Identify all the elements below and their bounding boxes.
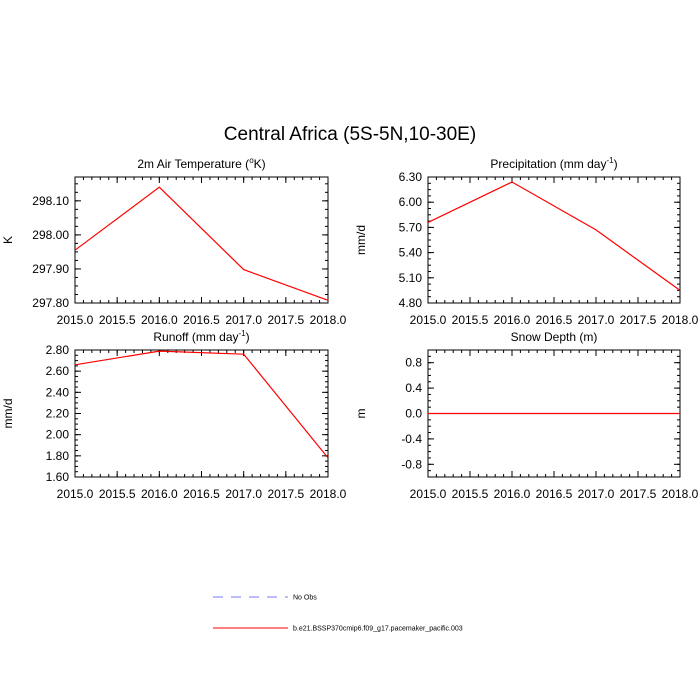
y-tick-label: 1.80 [46,449,70,463]
panel-1: 2m Air Temperature (oK) 2015.0 2015.5 2016.… [1,156,347,327]
x-tick-label: 2017.5 [620,487,657,501]
y-tick-label: 2.80 [46,343,70,357]
panel-title: Precipitation (mm day-1) [490,156,617,171]
y-tick-label: 298.00 [32,228,69,242]
x-tick-label: 2015.5 [99,313,136,327]
panel-3: Runoff (mm day-1) 2015.0 2015.5 2016.0 2016.… [1,329,347,501]
x-tick-label: 2015.0 [57,313,94,327]
legend-item: No Obs [213,595,317,602]
plot-frame [74,349,329,478]
y-axis-label: mm/d [354,225,368,255]
y-tick-label: 6.30 [399,170,423,184]
y-tick-label: -0.8 [401,457,422,471]
plot-frame [74,176,329,304]
x-tick-label: 2016.5 [536,313,573,327]
series-line [74,186,329,301]
x-tick-label: 2017.5 [267,487,304,501]
x-tick-label: 2016.5 [536,487,573,501]
panels: 2m Air Temperature (oK) 2015.0 2015.5 2016.… [1,156,699,501]
y-tick-label: 297.90 [32,262,69,276]
x-tick-label: 2017.0 [225,313,262,327]
panel-2: Precipitation (mm day-1) 2015.0 2015.5 2016… [354,156,699,327]
y-tick-label: 297.80 [32,296,69,310]
panel-title: Snow Depth (m) [511,330,598,344]
y-tick-label: 0.0 [405,407,422,421]
x-tick-label: 2015.5 [452,487,489,501]
y-tick-label: 5.10 [399,271,423,285]
series-line [74,350,329,459]
legend-item: b.e21.BSSP370cmip6.f09_g17.pacemaker_pac… [213,626,463,633]
x-tick-label: 2016.5 [183,313,220,327]
x-tick-label: 2016.0 [141,313,178,327]
plot-frame [427,176,681,304]
y-tick-label: 5.70 [399,220,423,234]
x-tick-label: 2017.0 [225,487,262,501]
x-tick-label: 2017.5 [620,313,657,327]
x-tick-label: 2018.0 [310,487,347,501]
x-tick-label: 2016.0 [494,313,531,327]
y-tick-label: 6.00 [399,195,423,209]
y-tick-label: -0.4 [401,432,422,446]
x-tick-label: 2017.0 [578,487,615,501]
y-tick-label: 2.20 [46,407,70,421]
x-tick-label: 2015.5 [452,313,489,327]
y-tick-label: 1.60 [46,470,70,484]
x-tick-label: 2015.0 [57,487,94,501]
panel-title: Runoff (mm day-1) [153,329,249,344]
y-tick-label: 4.80 [399,296,423,310]
x-tick-label: 2015.0 [410,313,447,327]
y-axis-label: m [354,409,368,419]
y-axis-label: K [1,236,15,244]
x-tick-label: 2016.0 [494,487,531,501]
x-tick-label: 2017.0 [578,313,615,327]
y-tick-label: 2.40 [46,385,70,399]
x-tick-label: 2015.0 [410,487,447,501]
x-tick-label: 2016.0 [141,487,178,501]
x-tick-label: 2015.5 [99,487,136,501]
legend-label: b.e21.BSSP370cmip6.f09_g17.pacemaker_pac… [293,626,463,633]
x-tick-label: 2018.0 [662,487,699,501]
legend-label: No Obs [293,595,317,602]
x-tick-label: 2017.5 [267,313,304,327]
legend: No Obs b.e21.BSSP370cmip6.f09_g17.pacemak… [213,595,463,633]
panel-title: 2m Air Temperature (oK) [137,156,265,171]
y-tick-label: 2.60 [46,364,70,378]
y-tick-label: 0.4 [405,381,422,395]
figure-title: Central Africa (5S-5N,10-30E) [224,124,476,145]
y-tick-label: 5.40 [399,246,423,260]
y-tick-label: 298.10 [32,194,69,208]
panel-4: Snow Depth (m) 2015.0 2015.5 2016.0 2016.5 20… [354,330,699,501]
series-line [427,181,681,291]
x-tick-label: 2018.0 [662,313,699,327]
y-tick-label: 2.00 [46,428,70,442]
x-tick-label: 2018.0 [310,313,347,327]
x-tick-label: 2016.5 [183,487,220,501]
y-tick-label: 0.8 [405,356,422,370]
y-axis-label: mm/d [1,399,15,429]
